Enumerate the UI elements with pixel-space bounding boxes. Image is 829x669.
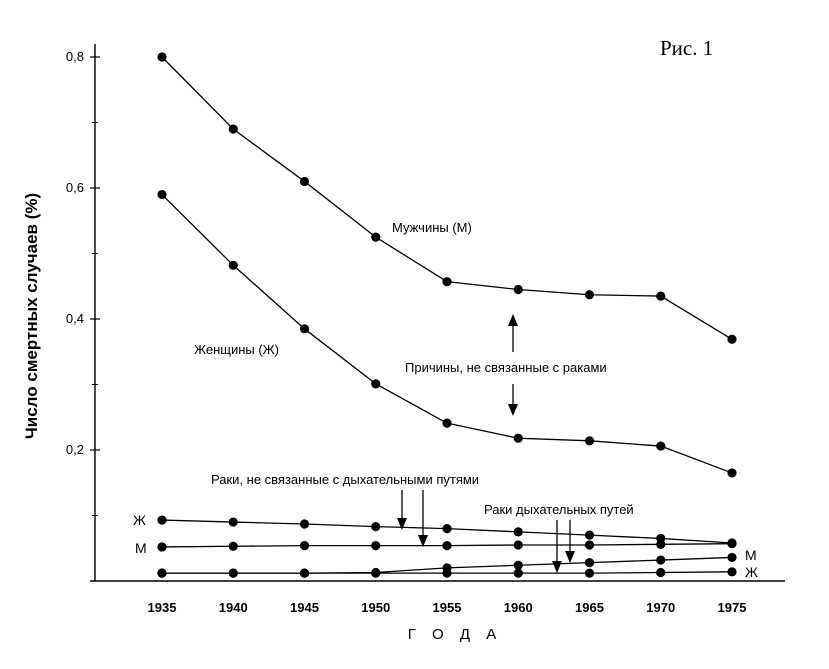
x-tick-label: 1975	[718, 600, 747, 615]
arrow-resp-2	[565, 520, 575, 563]
x-tick-label: 1960	[504, 600, 533, 615]
data-point	[513, 527, 523, 537]
figure-label: Рис. 1	[660, 36, 713, 60]
data-point	[656, 567, 666, 578]
x-tick-label: 1935	[148, 600, 177, 615]
arrow-non-resp-1	[397, 490, 407, 530]
data-point	[228, 260, 238, 270]
arrow-non-resp-2	[418, 490, 428, 547]
y-ticks: 0,2 0,4 0,6 0,8	[66, 49, 100, 516]
data-point	[228, 124, 238, 134]
y-tick-label: 0,2	[66, 442, 84, 457]
x-tick-label: 1940	[219, 600, 248, 615]
data-point	[584, 436, 595, 446]
data-point	[584, 530, 595, 540]
data-point	[157, 542, 167, 552]
non-resp-cancer-label: Раки, не связанные с дыхательными путями	[211, 472, 479, 487]
x-axis-label: Г О Д А	[408, 626, 502, 643]
data-point	[299, 541, 310, 551]
data-point	[513, 540, 523, 550]
data-point	[371, 522, 381, 532]
series-layer	[157, 52, 737, 578]
data-point	[656, 555, 666, 565]
data-point	[656, 291, 666, 301]
y-tick-label: 0,4	[66, 311, 84, 326]
data-point	[584, 568, 595, 578]
data-point	[371, 568, 381, 578]
resp-cancer-label: Раки дыхательных путей	[484, 502, 634, 517]
data-point	[584, 540, 595, 550]
left-m-label: М	[135, 540, 147, 556]
x-tick-label: 1950	[361, 600, 390, 615]
x-tick-label: 1965	[575, 600, 604, 615]
data-point	[299, 176, 310, 187]
data-point	[727, 334, 737, 344]
men-label: Мужчины (М)	[392, 220, 472, 235]
data-point	[442, 568, 452, 578]
data-point	[371, 541, 381, 551]
x-tick-label: 1970	[646, 600, 675, 615]
data-point	[513, 284, 523, 295]
data-point	[442, 418, 452, 428]
data-point	[157, 52, 167, 62]
data-point	[442, 277, 452, 287]
data-point	[228, 517, 238, 527]
right-m-label: М	[745, 547, 757, 563]
y-axis-label: Число смертных случаев (%)	[22, 193, 41, 439]
data-point	[228, 568, 238, 578]
arrow-down-non-cancer	[508, 384, 518, 416]
data-point	[157, 189, 167, 200]
data-point	[656, 441, 666, 451]
data-point	[727, 552, 737, 563]
data-point	[442, 524, 452, 534]
data-point	[371, 232, 381, 242]
series-line-1	[161, 194, 733, 474]
y-tick-label: 0,8	[66, 49, 84, 64]
data-point	[656, 539, 666, 549]
series-line-0	[161, 56, 733, 340]
data-point	[727, 567, 737, 577]
x-tick-label: 1955	[433, 600, 462, 615]
data-point	[299, 568, 310, 578]
data-point	[727, 468, 737, 478]
data-point	[157, 568, 167, 578]
data-point	[513, 560, 523, 570]
x-tick-label: 1945	[290, 600, 319, 615]
data-point	[157, 515, 167, 525]
data-point	[727, 539, 737, 549]
arrow-up-non-cancer	[508, 314, 518, 352]
data-point	[299, 324, 310, 334]
non-cancer-label: Причины, не связанные с раками	[405, 360, 607, 375]
data-point	[513, 568, 523, 578]
data-point	[371, 379, 381, 389]
arrows	[397, 314, 575, 573]
left-zh-label: Ж	[133, 512, 146, 528]
x-ticks: 1935 1940 1945 1950 1955 1960 1965 1970 1975	[148, 600, 747, 615]
data-point	[584, 290, 595, 300]
data-point	[513, 433, 523, 443]
y-tick-label: 0,6	[66, 180, 84, 195]
arrow-resp-1	[552, 520, 562, 573]
women-label: Женщины (Ж)	[194, 342, 279, 357]
data-point	[442, 541, 452, 551]
data-point	[228, 541, 238, 551]
data-point	[299, 519, 310, 529]
data-point	[584, 558, 595, 568]
right-zh-label: Ж	[745, 564, 758, 580]
